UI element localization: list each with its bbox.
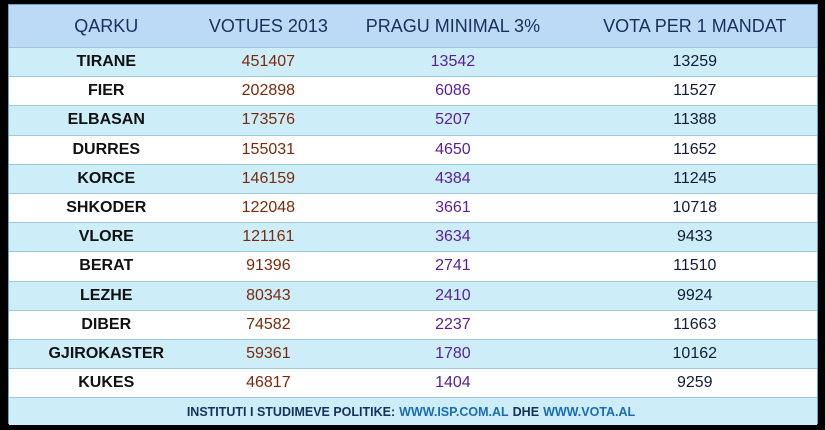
pragu-cell: 3661 bbox=[435, 199, 471, 217]
table-row: SHKODER 122048 3661 10718 bbox=[9, 192, 817, 223]
qarku-cell: TIRANE bbox=[76, 53, 137, 71]
table-row: BERAT 91396 2741 11510 bbox=[9, 251, 817, 281]
vota-cell: 9259 bbox=[676, 374, 713, 392]
pragu-cell: 4384 bbox=[435, 169, 471, 187]
qarku-cell: KUKES bbox=[78, 374, 135, 392]
votues-cell: 59361 bbox=[246, 344, 291, 362]
pragu-cell: 2741 bbox=[435, 257, 471, 275]
qarku-cell: GJIROKASTER bbox=[48, 344, 165, 362]
vota-cell: 13259 bbox=[672, 53, 718, 71]
votues-cell: 121161 bbox=[242, 228, 295, 246]
table-row: TIRANE 451407 13542 13259 bbox=[9, 47, 817, 77]
pragu-cell: 1780 bbox=[435, 344, 471, 362]
table-row: DURRES 155031 4650 11652 bbox=[9, 134, 817, 164]
qarku-cell: VLORE bbox=[78, 228, 134, 246]
header-pragu: PRAGU MINIMAL 3% bbox=[365, 15, 541, 36]
vota-cell: 11510 bbox=[673, 257, 717, 275]
pragu-cell: 6086 bbox=[435, 82, 471, 100]
vota-cell: 11245 bbox=[673, 169, 717, 187]
table-footer: INSTITUTI I STUDIMEVE POLITIKE: WWW.ISP.… bbox=[9, 397, 817, 426]
votues-cell: 74582 bbox=[246, 315, 291, 333]
vota-cell: 11663 bbox=[673, 315, 717, 333]
header-qarku: QARKU bbox=[74, 15, 139, 36]
footer-middle: DHE bbox=[512, 404, 540, 419]
table-row: KORCE 146159 4384 11245 bbox=[9, 163, 817, 193]
vota-cell: 11652 bbox=[673, 140, 717, 158]
pragu-cell: 3634 bbox=[435, 228, 471, 246]
votues-cell: 451407 bbox=[241, 53, 296, 71]
qarku-cell: DIBER bbox=[81, 315, 132, 333]
vota-cell: 11527 bbox=[673, 82, 717, 100]
vota-cell: 9433 bbox=[676, 228, 713, 246]
pragu-cell: 13542 bbox=[430, 53, 476, 71]
pragu-cell: 5207 bbox=[435, 111, 471, 129]
votues-cell: 155031 bbox=[241, 140, 296, 158]
vota-cell: 10162 bbox=[672, 344, 718, 362]
qarku-cell: LEZHE bbox=[80, 286, 133, 304]
footer-link-isp[interactable]: WWW.ISP.COM.AL bbox=[399, 404, 509, 419]
table-row: DIBER 74582 2237 11663 bbox=[9, 309, 817, 339]
header-vota: VOTA PER 1 MANDAT bbox=[603, 15, 787, 36]
table-row: VLORE 121161 3634 9433 bbox=[9, 222, 817, 252]
votues-cell: 46817 bbox=[246, 374, 291, 392]
votues-cell: 173576 bbox=[241, 111, 296, 129]
pragu-cell: 1404 bbox=[435, 374, 471, 392]
table-body: TIRANE 451407 13542 13259 FIER 202898 6086 1152… bbox=[9, 47, 817, 398]
qarku-cell: KORCE bbox=[77, 169, 136, 187]
pragu-cell: 2410 bbox=[435, 286, 471, 304]
pragu-cell: 4650 bbox=[435, 140, 471, 158]
footer-prefix: INSTITUTI I STUDIMEVE POLITIKE: bbox=[186, 404, 396, 419]
votues-cell: 91396 bbox=[246, 257, 291, 275]
qarku-cell: DURRES bbox=[72, 140, 141, 158]
table-row: FIER 202898 6086 11527 bbox=[9, 76, 817, 106]
votues-cell: 80343 bbox=[246, 286, 291, 304]
table-row: GJIROKASTER 59361 1780 10162 bbox=[9, 338, 817, 369]
table-row: KUKES 46817 1404 9259 bbox=[9, 368, 817, 398]
vota-cell: 11388 bbox=[673, 111, 717, 129]
vota-cell: 10718 bbox=[672, 199, 718, 217]
qarku-cell: FIER bbox=[88, 82, 125, 100]
votues-cell: 122048 bbox=[241, 199, 296, 217]
table-header: QARKU VOTUES 2013 PRAGU MINIMAL 3% VOTA … bbox=[9, 5, 817, 47]
table-row: LEZHE 80343 2410 9924 bbox=[9, 280, 817, 310]
header-votues: VOTUES 2013 bbox=[208, 15, 328, 36]
qarku-cell: ELBASAN bbox=[67, 111, 145, 129]
footer-link-vota[interactable]: WWW.VOTA.AL bbox=[543, 404, 636, 419]
qarku-cell: SHKODER bbox=[66, 199, 147, 217]
votues-cell: 202898 bbox=[241, 82, 296, 100]
table-row: ELBASAN 173576 5207 11388 bbox=[9, 105, 817, 135]
qarku-cell: BERAT bbox=[79, 257, 134, 275]
vota-cell: 9924 bbox=[676, 286, 713, 304]
votues-cell: 146159 bbox=[241, 169, 296, 187]
results-table: QARKU VOTUES 2013 PRAGU MINIMAL 3% VOTA … bbox=[8, 4, 818, 426]
pragu-cell: 2237 bbox=[435, 315, 471, 333]
